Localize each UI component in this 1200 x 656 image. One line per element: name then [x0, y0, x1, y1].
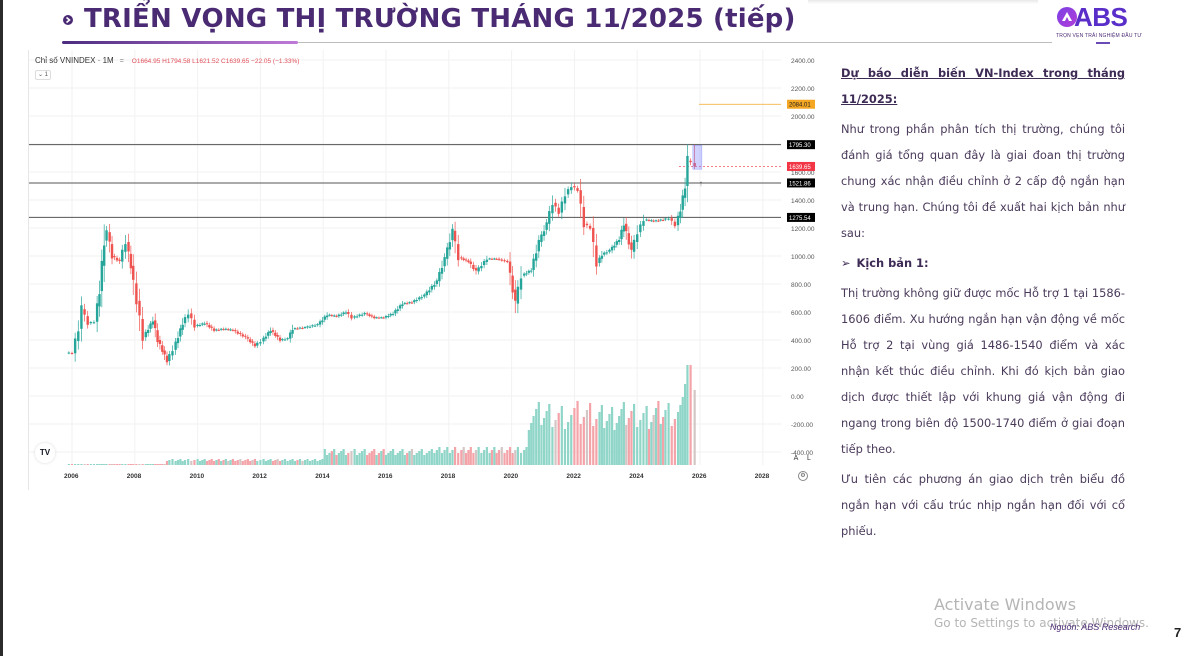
- svg-text:0.00: 0.00: [791, 394, 804, 401]
- svg-text:2022: 2022: [566, 473, 581, 480]
- svg-text:400.00: 400.00: [791, 338, 811, 345]
- svg-text:600.00: 600.00: [791, 310, 811, 317]
- svg-text:2008: 2008: [127, 473, 142, 480]
- svg-text:2014: 2014: [315, 473, 330, 480]
- page-number: 7: [1174, 625, 1182, 640]
- scenario-label: Kịch bản 1:: [856, 256, 929, 270]
- svg-text:-400.00: -400.00: [791, 450, 813, 457]
- collapse-indicators-button[interactable]: ⌄ 1: [35, 70, 51, 80]
- forecast-heading: Dự báo diễn biến VN-Index trong tháng 11…: [841, 66, 1125, 106]
- svg-text:2018: 2018: [441, 473, 456, 480]
- vnindex-chart-panel[interactable]: 2400.00 2200.00 2000.00 1600.00 1400.00 1200.…: [28, 50, 818, 490]
- svg-text:2006: 2006: [64, 473, 79, 480]
- chart-settings-icon[interactable]: ⚙: [798, 471, 808, 481]
- priority-paragraph: Ưu tiên các phương án giao dịch trên biể…: [841, 472, 1125, 538]
- svg-text:2024: 2024: [629, 473, 644, 480]
- windows-activation-watermark: Activate Windows Go to Settings to activ…: [934, 595, 1149, 630]
- symbol-label: Chỉ số VNINDEX · 1M: [35, 56, 114, 65]
- svg-text:2016: 2016: [378, 473, 393, 480]
- svg-text:1275.54: 1275.54: [789, 216, 811, 222]
- intro-paragraph: Như trong phần phân tích thị trường, chú…: [841, 122, 1125, 240]
- abs-logo-mark-icon: [1057, 7, 1077, 27]
- svg-text:200.00: 200.00: [791, 366, 811, 373]
- svg-text:↑: ↑: [699, 179, 703, 188]
- scenario-1-body: Thị trường không giữ được mốc Hỗ trợ 1 t…: [841, 286, 1125, 456]
- page-title: TRIỂN VỌNG THỊ TRƯỜNG THÁNG 11/2025 (tiế…: [84, 4, 796, 34]
- arrow-bullet-icon: ➢: [841, 256, 851, 270]
- svg-text:2200.00: 2200.00: [791, 86, 815, 93]
- log-scale-button[interactable]: L: [807, 455, 811, 462]
- slide-header: TRIỂN VỌNG THỊ TRƯỜNG THÁNG 11/2025 (tiế…: [0, 0, 1200, 48]
- scenario-1-title: ➢ Kịch bản 1:: [841, 250, 1125, 276]
- svg-text:2084.01: 2084.01: [789, 103, 811, 109]
- svg-text:1400.00: 1400.00: [791, 198, 815, 205]
- logo-underline: [1096, 42, 1110, 44]
- title-divider: [62, 42, 1052, 43]
- source-note: Nguồn: ABS Research: [1050, 622, 1141, 632]
- watermark-subtitle: Go to Settings to activate Windows.: [934, 616, 1149, 630]
- top-shadow: [808, 0, 1038, 4]
- svg-text:1600.00: 1600.00: [791, 170, 815, 177]
- title-accent-bar: [62, 41, 298, 44]
- ohlc-values: O1664.95 H1794.58 L1621.52 C1639.65 −22.…: [131, 58, 300, 65]
- svg-text:1795.30: 1795.30: [789, 143, 811, 149]
- svg-text:2012: 2012: [252, 473, 267, 480]
- svg-text:800.00: 800.00: [791, 282, 811, 289]
- svg-text:2028: 2028: [755, 473, 770, 480]
- watermark-title: Activate Windows: [934, 595, 1077, 614]
- auto-scale-button[interactable]: A: [793, 455, 799, 462]
- logo-tagline: TRỌN VẸN TRẢI NGHIỆM ĐẦU TƯ: [1056, 33, 1142, 39]
- svg-text:1000.00: 1000.00: [791, 254, 815, 261]
- abs-logo: ABS TRỌN VẸN TRẢI NGHIỆM ĐẦU TƯ: [1054, 2, 1150, 42]
- bullet-icon: [63, 15, 73, 25]
- svg-text:2026: 2026: [692, 473, 707, 480]
- candlestick-chart[interactable]: 2400.00 2200.00 2000.00 1600.00 1400.00 1200.…: [29, 50, 819, 490]
- svg-text:1521.86: 1521.86: [789, 181, 811, 187]
- svg-text:2400.00: 2400.00: [791, 58, 815, 65]
- equals-icon: =: [119, 58, 124, 65]
- tradingview-logo[interactable]: TV: [35, 443, 55, 463]
- svg-text:2000.00: 2000.00: [791, 114, 815, 121]
- svg-text:1200.00: 1200.00: [791, 226, 815, 233]
- window-edge: [0, 0, 3, 656]
- chart-legend: Chỉ số VNINDEX · 1M = O1664.95 H1794.58 L1…: [35, 56, 299, 65]
- analysis-text: Dự báo diễn biến VN-Index trong tháng 11…: [841, 60, 1125, 544]
- svg-text:2020: 2020: [504, 473, 519, 480]
- svg-text:2010: 2010: [190, 473, 205, 480]
- svg-text:-200.00: -200.00: [791, 422, 813, 429]
- svg-text:1639.65: 1639.65: [789, 165, 811, 171]
- logo-text: ABS: [1074, 2, 1128, 32]
